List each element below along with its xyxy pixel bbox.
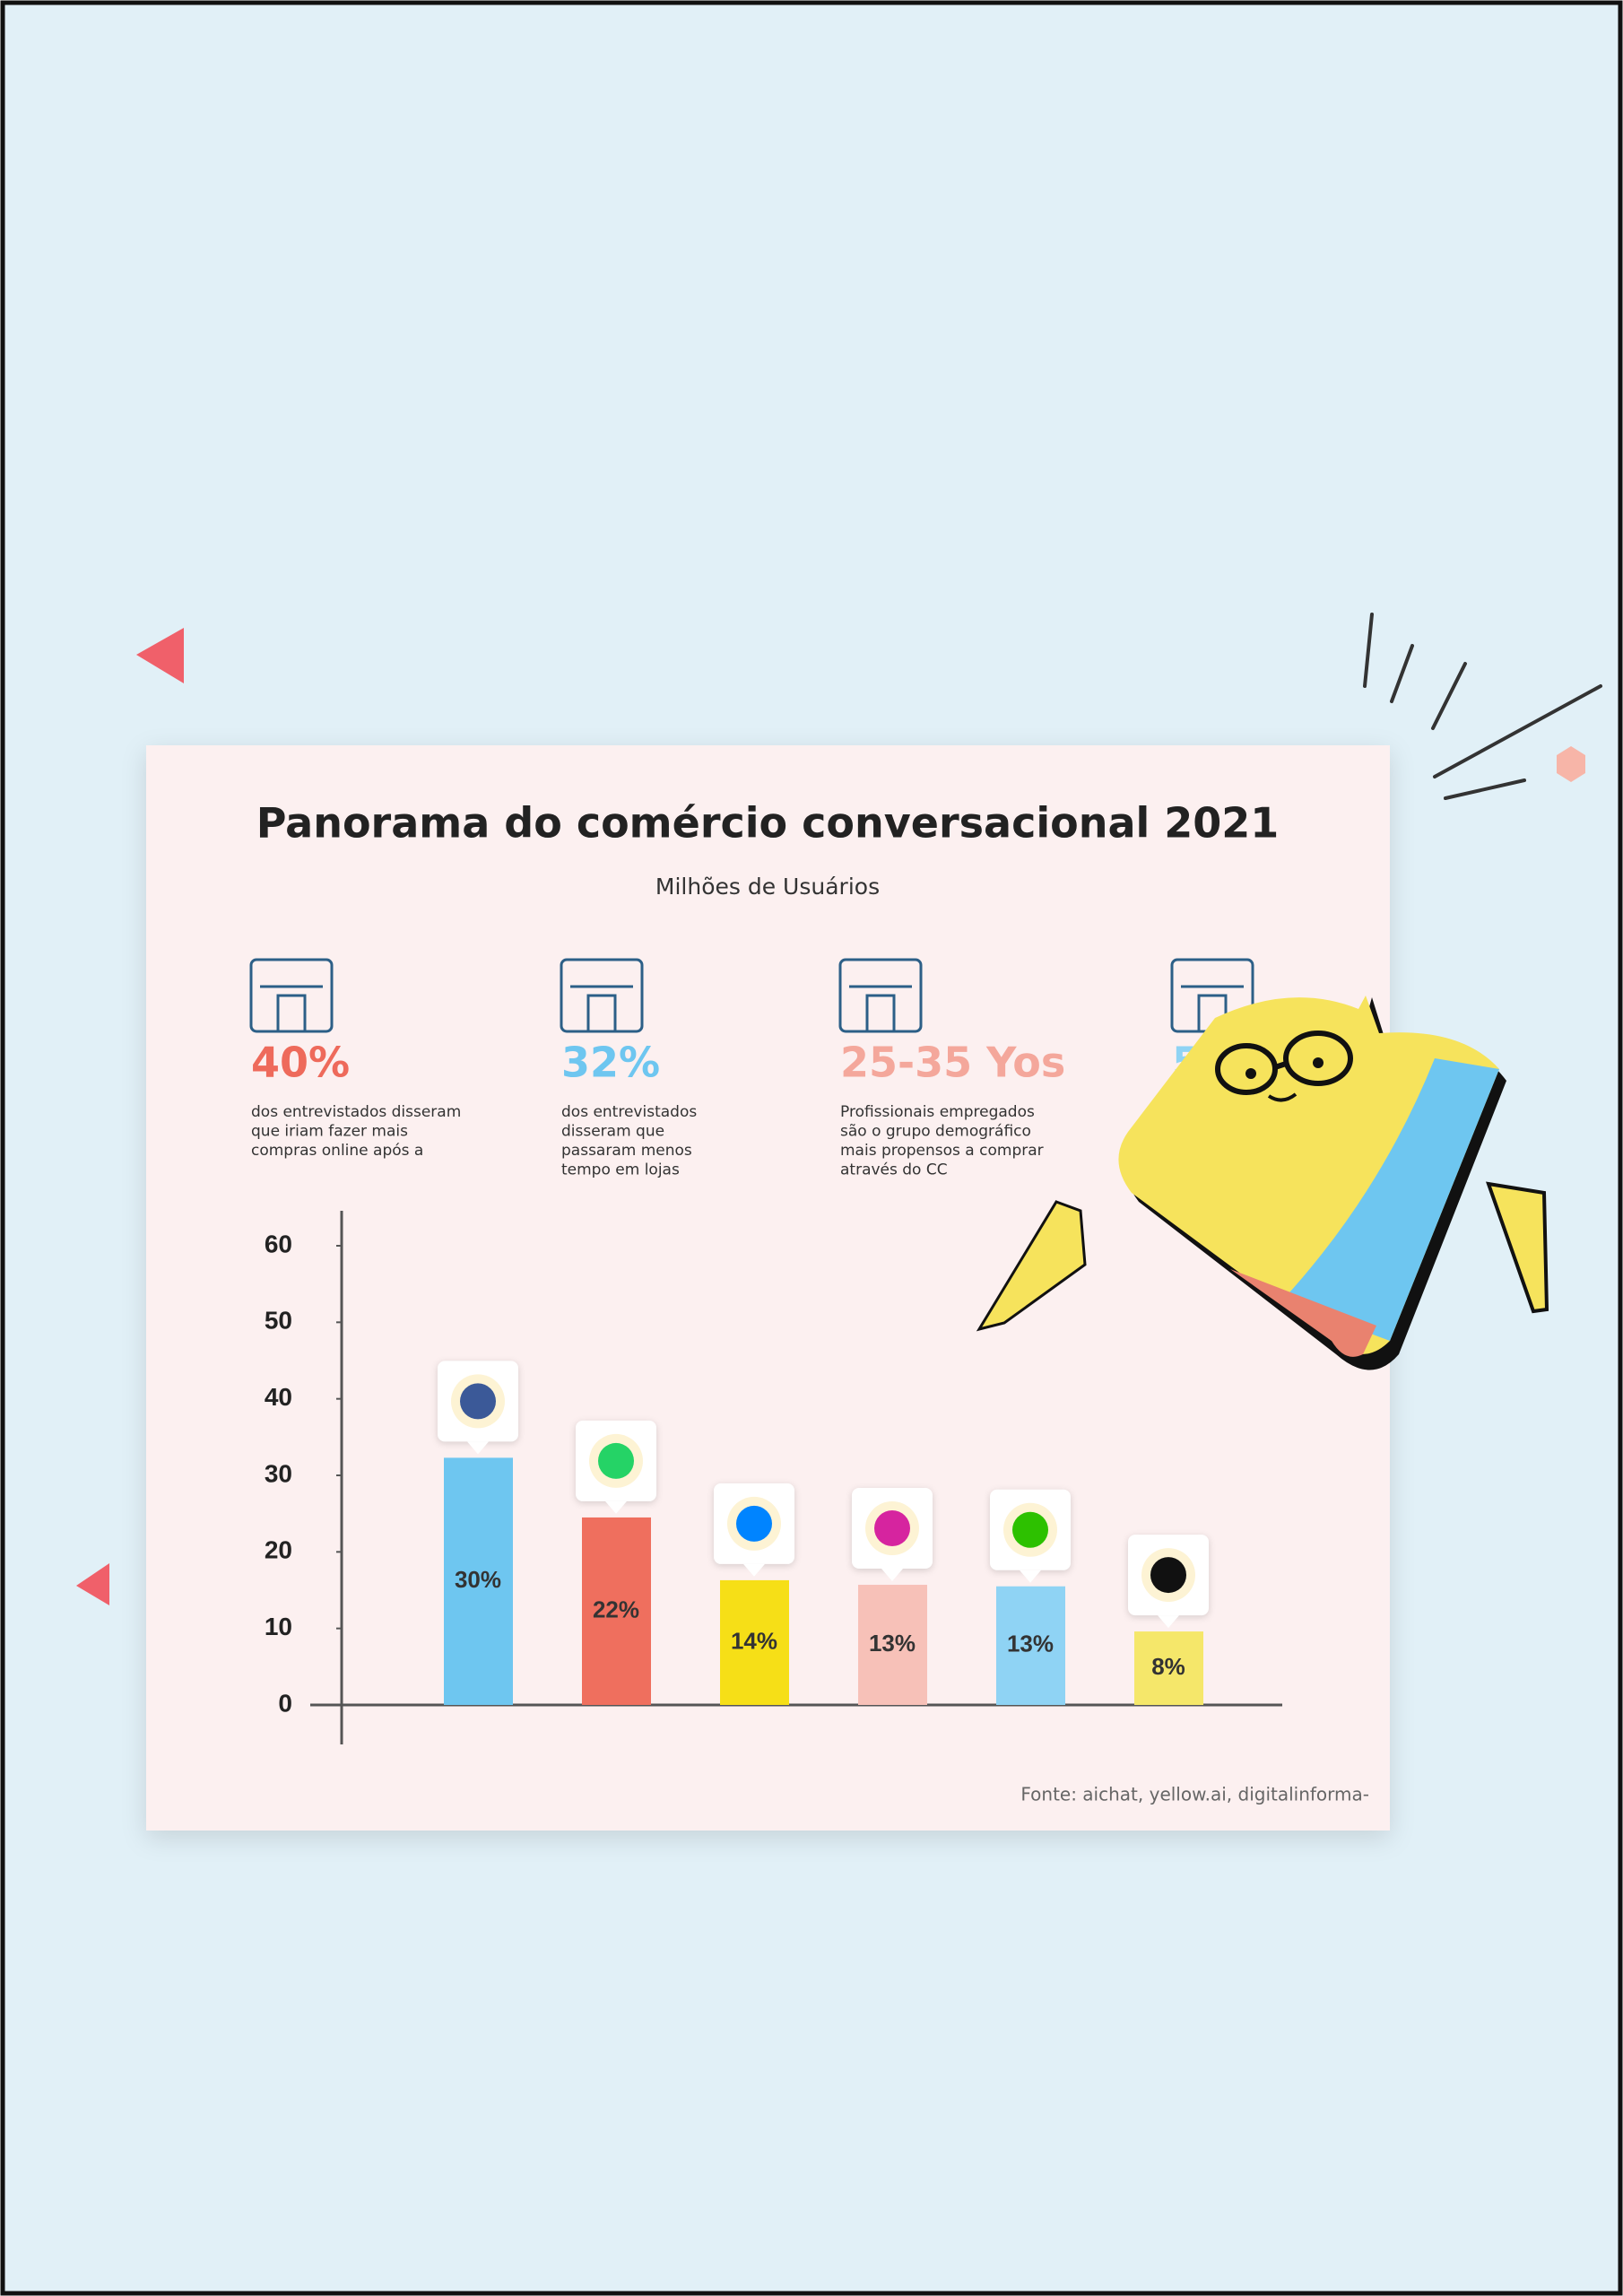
platform-icon xyxy=(874,1510,910,1547)
bar-label: 13% xyxy=(1007,1631,1054,1657)
stat-value: 25-35 Yos xyxy=(840,1039,1065,1087)
icon-bubble-tip xyxy=(467,1441,489,1455)
bar xyxy=(720,1579,789,1705)
platform-icon xyxy=(598,1442,634,1479)
icon-shape xyxy=(865,994,896,1033)
y-tick-label: 30 xyxy=(265,1459,292,1487)
bar-label: 22% xyxy=(593,1596,639,1622)
bar xyxy=(858,1585,927,1705)
platform-icon xyxy=(1150,1557,1186,1594)
y-tick-label: 0 xyxy=(278,1689,292,1717)
platform-icon xyxy=(460,1383,496,1420)
bar-chart: 0 10 20 30 40 50 60 30% 22% 14% 13% 13% 8% xyxy=(265,1211,1282,1744)
platform-icon xyxy=(736,1505,772,1542)
icon-shape xyxy=(276,994,307,1033)
triangle-decoration xyxy=(136,628,184,683)
icon-bubble-tip xyxy=(1020,1570,1041,1583)
icon-bubble-tip xyxy=(605,1500,627,1514)
bar xyxy=(996,1586,1065,1705)
mascot xyxy=(976,996,1549,1370)
stat-description: passaram menos xyxy=(561,1142,692,1160)
triangle-decoration xyxy=(76,1563,109,1605)
stat-description: Profissionais empregados xyxy=(840,1103,1035,1121)
stat-description: dos entrevistados disseram xyxy=(251,1103,461,1121)
bar xyxy=(444,1457,513,1705)
hexagon-decoration xyxy=(1557,746,1585,782)
stat-description: que iriam fazer mais xyxy=(251,1123,408,1141)
stat-value: 40% xyxy=(251,1039,350,1087)
bar xyxy=(582,1517,651,1705)
bar xyxy=(1134,1631,1203,1705)
stat-description: dos entrevistados xyxy=(561,1103,697,1121)
y-tick-label: 60 xyxy=(265,1230,292,1257)
stat-description: compras online após a xyxy=(251,1142,423,1160)
y-tick-label: 20 xyxy=(265,1536,292,1564)
chart-subtitle: Milhões de Usuários xyxy=(655,874,880,900)
y-tick-label: 50 xyxy=(265,1307,292,1335)
icon-shape xyxy=(586,994,617,1033)
icon-bubble-tip xyxy=(743,1563,765,1577)
stat-description: através do CC xyxy=(840,1161,948,1179)
stat-value: 32% xyxy=(561,1039,660,1087)
bar-label: 13% xyxy=(869,1630,916,1657)
stat-description: são o grupo demográfico xyxy=(840,1123,1031,1141)
bar-label: 30% xyxy=(455,1566,501,1593)
icon-bubble-tip xyxy=(881,1569,903,1582)
burst-lines xyxy=(1363,613,1602,800)
chart-title: Panorama do comércio conversacional 2021 xyxy=(256,799,1280,848)
stat-description: tempo em lojas xyxy=(561,1161,680,1179)
stat-icon xyxy=(249,958,334,1033)
stat-icon xyxy=(838,958,923,1033)
source-note: Fonte: aichat, yellow.ai, digitalinforma… xyxy=(1020,1784,1369,1805)
y-tick-label: 40 xyxy=(265,1383,292,1411)
icon-bubble-tip xyxy=(1158,1615,1179,1629)
stat-description: disseram que xyxy=(561,1123,664,1141)
bar-label: 14% xyxy=(731,1627,777,1654)
stat-description: mais propensos a comprar xyxy=(840,1142,1044,1160)
platform-icon xyxy=(1012,1511,1048,1548)
stat-icon xyxy=(560,958,644,1033)
y-tick-label: 10 xyxy=(265,1613,292,1640)
bar-label: 8% xyxy=(1151,1653,1185,1680)
